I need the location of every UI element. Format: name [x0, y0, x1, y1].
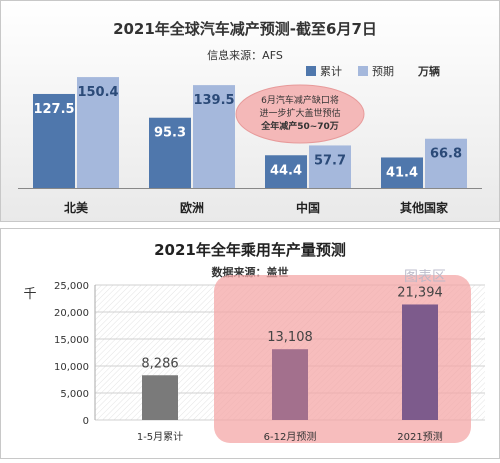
global-production-cut-chart-svg: 2021年全球汽车减产预测-截至6月7日 信息来源：AFS 累计 预期 万辆 1…	[0, 0, 500, 222]
bar-cumulative	[265, 155, 307, 188]
bar-value-label: 44.4	[270, 163, 302, 178]
bar-value-label: 41.4	[386, 165, 418, 180]
bar-expected	[77, 77, 119, 188]
legend-label-cumulative: 累计	[320, 65, 342, 78]
bar-value-label: 8,286	[141, 356, 178, 371]
bar-value-label: 21,394	[397, 285, 443, 300]
annotation-line-3: 全年减产50~70万	[260, 120, 339, 132]
y-tick-label: 5,000	[60, 389, 89, 400]
y-tick-label: 25,000	[54, 281, 89, 292]
passenger-car-output-chart: 2021年全年乘用车产量预测 数据来源：盖世 千 0 5,000 10,000 15,…	[0, 228, 500, 459]
legend-swatch-cumulative	[306, 66, 316, 76]
annotation-line-2: 进一步扩大盖世预估	[259, 107, 340, 119]
category-label: 欧洲	[180, 200, 204, 215]
category-label: 北美	[64, 200, 89, 215]
bar-value-label: 127.5	[33, 102, 74, 117]
chart-subtitle: 信息来源：AFS	[207, 48, 283, 62]
bar-cumulative	[33, 93, 75, 188]
legend-swatch-expected	[358, 66, 368, 76]
watermark: 图表区	[404, 269, 446, 285]
y-axis-label: 千	[23, 287, 36, 302]
bar-cumulative	[381, 157, 423, 188]
bar-value-label: 13,108	[267, 330, 313, 345]
bar-cumulative	[149, 117, 191, 188]
bar-value-label: 57.7	[314, 153, 346, 168]
category-label: 其他国家	[400, 200, 449, 215]
bar-value-label: 150.4	[77, 85, 118, 100]
category-label: 2021预测	[397, 430, 442, 443]
category-label: 中国	[296, 200, 320, 215]
annotation-bubble	[235, 84, 365, 144]
bar-expected	[193, 85, 235, 188]
plot-area: 8,286 1-5月累计 13,108 6-12月预测 21,394 2021预测	[137, 285, 443, 443]
y-tick-label: 20,000	[54, 308, 89, 319]
unit-label: 万辆	[417, 64, 440, 78]
bar-expected	[309, 145, 351, 188]
passenger-car-output-chart-svg: 2021年全年乘用车产量预测 数据来源：盖世 千 05,00010,00015,…	[0, 228, 500, 459]
bar-value-label: 139.5	[193, 93, 234, 108]
bar-value-label: 66.8	[430, 147, 462, 162]
y-tick-label: 10,000	[54, 362, 89, 373]
bar	[272, 349, 308, 420]
y-tick-label: 0	[83, 416, 89, 427]
bar	[402, 304, 438, 420]
bar-expected	[425, 138, 467, 188]
annotation-line-1: 6月汽车减产缺口将	[261, 94, 339, 106]
chart-title: 2021年全年乘用车产量预测	[154, 241, 346, 259]
global-production-cut-chart: 2021年全球汽车减产预测-截至6月7日 信息来源：AFS 累计 预期 万辆 1…	[0, 0, 500, 222]
category-label: 6-12月预测	[264, 430, 317, 443]
chart-title: 2021年全球汽车减产预测-截至6月7日	[113, 20, 377, 38]
bar	[142, 375, 178, 420]
y-tick-label: 15,000	[54, 335, 89, 346]
bar-value-label: 95.3	[154, 126, 186, 141]
legend-label-expected: 预期	[372, 65, 394, 78]
category-label: 1-5月累计	[137, 430, 183, 443]
